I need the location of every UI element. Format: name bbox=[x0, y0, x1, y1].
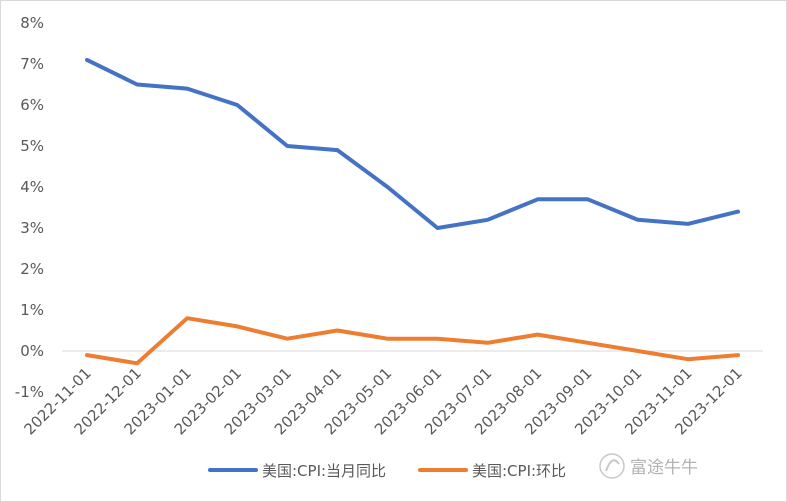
futu-logo-stroke bbox=[605, 459, 620, 472]
series-line-2 bbox=[85, 316, 740, 366]
y-tick-label: 6% bbox=[20, 96, 44, 114]
legend-label: 美国:CPI:当月同比 bbox=[262, 462, 386, 480]
y-tick-label: 7% bbox=[20, 55, 44, 73]
y-tick-label: 2% bbox=[20, 260, 44, 278]
y-tick-label: -1% bbox=[15, 383, 44, 401]
y-tick-label: 5% bbox=[20, 137, 44, 155]
y-tick-label: 1% bbox=[20, 301, 44, 319]
legend-label: 美国:CPI:环比 bbox=[472, 462, 566, 480]
watermark-text: 富途牛牛 bbox=[630, 458, 698, 478]
y-tick-label: 4% bbox=[20, 178, 44, 196]
y-tick-label: 8% bbox=[20, 14, 44, 32]
y-tick-label: 0% bbox=[20, 342, 44, 360]
futu-logo-icon bbox=[599, 453, 625, 479]
y-tick-label: 3% bbox=[20, 219, 44, 237]
series-line-1 bbox=[85, 57, 740, 230]
